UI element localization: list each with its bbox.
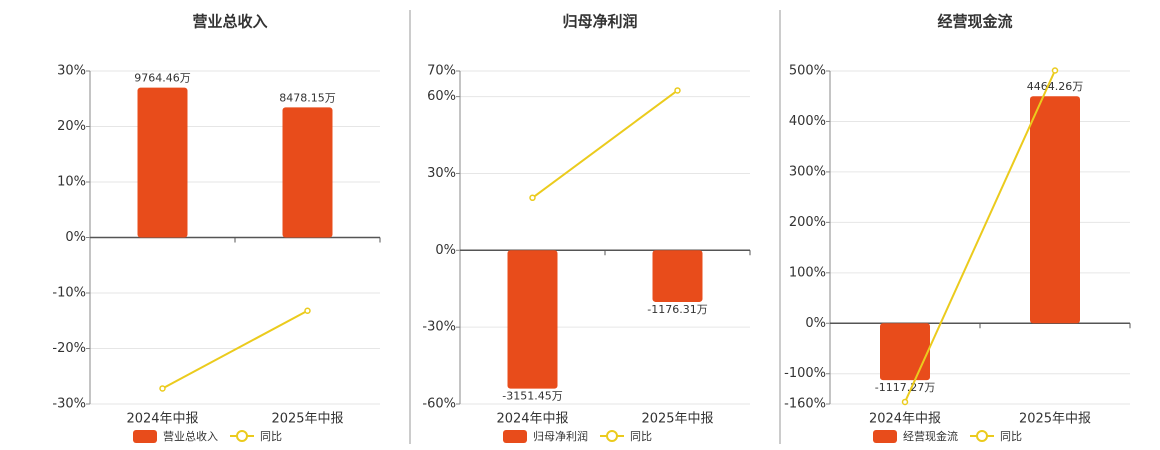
y-tick-label: -160%	[784, 397, 826, 412]
value-label: 4464.26万	[1027, 80, 1084, 93]
legend-label: 经营现金流	[903, 429, 958, 443]
value-label: 9764.46万	[134, 72, 191, 85]
legend-swatch	[606, 430, 618, 442]
bar	[282, 107, 333, 238]
chart-title: 归母净利润	[562, 13, 637, 31]
line	[162, 309, 308, 390]
line	[904, 70, 1056, 403]
legend-label: 同比	[630, 430, 652, 443]
x-tick-label: 2025年中报	[1019, 412, 1091, 427]
y-tick-label: -30%	[422, 320, 456, 335]
y-tick-label: 200%	[789, 215, 826, 230]
chart-title: 营业总收入	[192, 13, 267, 31]
y-tick-label: 0%	[65, 230, 86, 245]
line-marker	[304, 307, 311, 315]
y-tick-label: 60%	[427, 89, 456, 104]
bar	[880, 323, 930, 381]
y-tick-label: -30%	[52, 397, 86, 412]
line-marker	[1051, 67, 1059, 74]
chart-title: 经营现金流	[937, 13, 1012, 31]
y-tick-label: 300%	[789, 164, 826, 179]
y-tick-label: 30%	[427, 166, 456, 181]
legend-label: 同比	[1000, 430, 1022, 443]
x-tick-label: 2024年中报	[496, 412, 568, 427]
y-tick-label: 30%	[57, 64, 86, 79]
bar	[507, 250, 558, 389]
y-tick-label: 0%	[805, 316, 826, 331]
line-marker	[529, 194, 536, 202]
y-tick-label: -100%	[784, 366, 826, 381]
legend-swatch	[133, 430, 157, 443]
legend-swatch	[976, 430, 988, 442]
line-marker	[674, 87, 681, 94]
x-tick-label: 2025年中报	[641, 412, 713, 427]
value-label: -3151.45万	[502, 390, 562, 403]
y-tick-label: -60%	[422, 397, 456, 412]
bar	[1030, 96, 1080, 324]
legend-swatch	[503, 430, 527, 443]
value-label: 8478.15万	[279, 91, 336, 104]
legend-swatch	[873, 430, 897, 443]
legend-label: 营业总收入	[163, 429, 218, 443]
line-marker	[901, 398, 909, 406]
x-tick-label: 2025年中报	[271, 412, 343, 427]
legend-label: 归母净利润	[533, 429, 588, 443]
y-tick-label: -20%	[52, 341, 86, 356]
y-tick-label: 0%	[435, 243, 456, 258]
value-label: -1117.27万	[875, 381, 935, 394]
x-tick-label: 2024年中报	[869, 412, 941, 427]
legend-label: 同比	[260, 430, 282, 443]
y-tick-label: 400%	[789, 114, 826, 129]
bar	[652, 250, 703, 302]
line	[531, 89, 679, 199]
y-tick-label: -10%	[52, 286, 86, 301]
y-tick-label: 100%	[789, 265, 826, 280]
y-tick-label: 20%	[57, 119, 86, 134]
y-tick-label: 10%	[57, 175, 86, 190]
x-tick-label: 2024年中报	[126, 412, 198, 427]
line-marker	[159, 385, 166, 392]
y-tick-label: 500%	[789, 64, 826, 79]
legend-swatch	[236, 430, 248, 442]
value-label: -1176.31万	[647, 303, 707, 316]
y-tick-label: 70%	[427, 64, 456, 79]
bar	[137, 87, 188, 238]
